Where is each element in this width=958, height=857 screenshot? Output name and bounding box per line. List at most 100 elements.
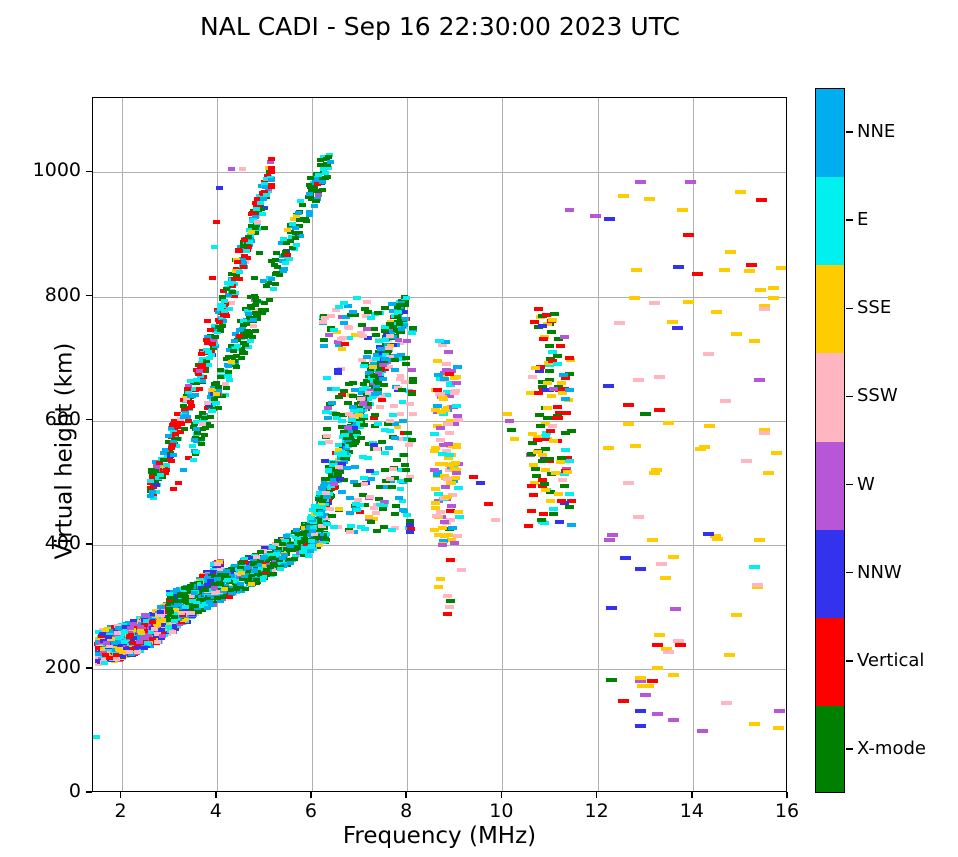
data-point xyxy=(172,587,180,592)
data-point xyxy=(155,461,163,465)
data-point xyxy=(214,385,222,390)
data-point xyxy=(385,345,394,350)
data-point xyxy=(363,378,371,383)
data-point xyxy=(158,613,166,618)
data-point xyxy=(182,409,190,414)
colorbar-segment-nnw[interactable] xyxy=(816,529,844,618)
data-point xyxy=(294,210,302,215)
data-point xyxy=(161,617,169,622)
data-point xyxy=(282,539,290,544)
data-point xyxy=(339,413,348,418)
data-point xyxy=(538,384,548,389)
data-point xyxy=(223,313,231,318)
data-point xyxy=(170,486,178,491)
colorbar-segment-ssw[interactable] xyxy=(816,353,844,442)
data-point xyxy=(632,378,644,383)
data-point xyxy=(429,431,439,436)
data-point xyxy=(234,574,242,579)
data-point xyxy=(374,422,383,427)
data-point xyxy=(282,559,290,564)
data-point xyxy=(148,490,156,495)
data-point xyxy=(237,561,245,566)
data-point xyxy=(249,334,257,339)
plot-area[interactable] xyxy=(92,97,787,792)
data-point xyxy=(247,305,255,310)
data-point xyxy=(381,451,390,456)
data-point xyxy=(226,588,234,593)
data-point xyxy=(402,436,411,441)
data-point xyxy=(339,456,347,461)
data-point xyxy=(220,308,228,313)
colorbar-segment-sse[interactable] xyxy=(816,265,844,354)
data-point xyxy=(307,539,315,544)
colorbar-segment-w[interactable] xyxy=(816,441,844,530)
data-point xyxy=(318,540,326,545)
data-point xyxy=(653,375,665,380)
data-point xyxy=(319,338,328,343)
data-point xyxy=(337,418,346,423)
colorbar-segment-nne[interactable] xyxy=(816,89,844,178)
data-point xyxy=(318,187,326,192)
data-point xyxy=(289,216,297,221)
data-point xyxy=(241,334,249,339)
data-point xyxy=(168,446,176,451)
data-point xyxy=(361,502,370,507)
data-point xyxy=(194,581,202,586)
data-point xyxy=(353,401,361,406)
data-point xyxy=(99,632,107,637)
colorbar-tick-mark xyxy=(846,571,853,574)
data-point xyxy=(406,522,415,527)
data-point xyxy=(401,463,410,468)
data-point xyxy=(239,318,247,323)
data-point xyxy=(545,428,555,433)
data-point xyxy=(193,380,201,385)
data-point xyxy=(138,631,146,636)
data-point xyxy=(114,630,122,635)
data-point xyxy=(261,563,269,568)
data-point xyxy=(213,392,221,397)
data-point xyxy=(268,277,276,282)
data-point xyxy=(336,452,345,457)
data-point xyxy=(398,419,407,424)
colorbar-segment-vertical[interactable] xyxy=(816,617,844,706)
data-point xyxy=(337,314,346,319)
data-point xyxy=(390,403,399,408)
data-point xyxy=(322,175,330,180)
data-point xyxy=(396,468,404,473)
data-point xyxy=(241,238,249,243)
data-point xyxy=(167,595,175,600)
data-point xyxy=(400,453,409,458)
data-point xyxy=(540,434,550,439)
data-point xyxy=(589,213,601,218)
data-point xyxy=(213,568,221,573)
data-point xyxy=(237,356,245,361)
data-point xyxy=(402,339,411,344)
data-point xyxy=(210,337,218,342)
x-tick-label: 14 xyxy=(679,800,704,822)
data-point xyxy=(375,372,383,377)
data-point xyxy=(380,428,389,433)
data-point xyxy=(105,644,113,649)
colorbar-segment-e[interactable] xyxy=(816,177,844,266)
data-point xyxy=(168,433,176,438)
data-point xyxy=(241,557,249,562)
data-point xyxy=(173,602,181,607)
data-point xyxy=(773,725,785,730)
data-point xyxy=(443,389,453,394)
data-point xyxy=(321,537,329,542)
data-point xyxy=(397,305,405,310)
data-point xyxy=(401,310,409,315)
colorbar[interactable] xyxy=(815,88,845,793)
data-point xyxy=(184,610,192,615)
gridline-vertical xyxy=(692,98,694,791)
data-point xyxy=(369,505,378,510)
data-point xyxy=(367,315,376,320)
data-point xyxy=(251,275,259,280)
data-point xyxy=(355,421,363,426)
data-point xyxy=(319,320,328,325)
data-point xyxy=(283,541,291,546)
colorbar-segment-x-mode[interactable] xyxy=(816,705,844,792)
data-point xyxy=(242,249,250,254)
data-point xyxy=(167,459,175,464)
data-point xyxy=(437,395,447,400)
